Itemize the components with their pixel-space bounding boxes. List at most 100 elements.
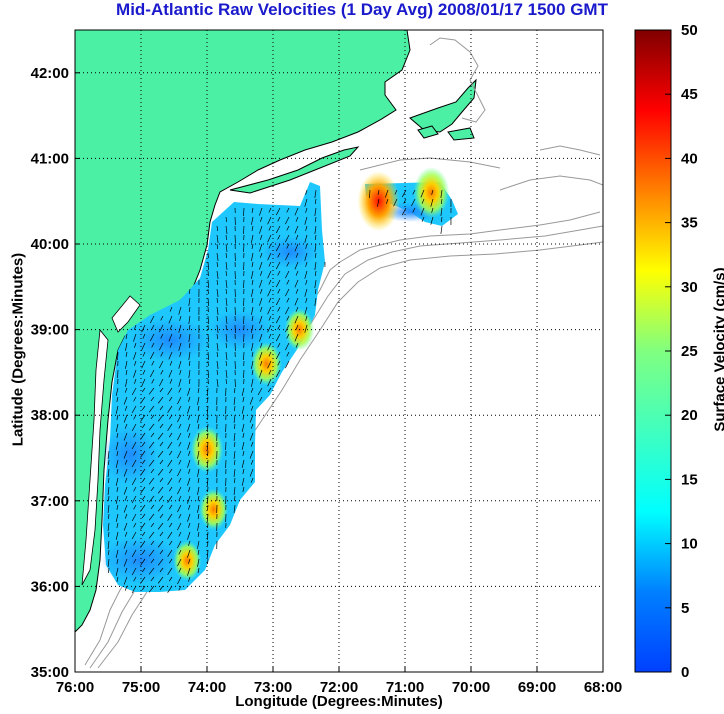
velocity-arrow bbox=[107, 486, 110, 495]
velocity-arrow bbox=[259, 279, 263, 288]
velocity-arrow bbox=[160, 333, 164, 339]
velocity-arrow bbox=[167, 531, 173, 539]
velocity-arrow bbox=[141, 342, 146, 351]
velocity-arrow bbox=[314, 270, 317, 276]
y-tick-label: 38:00 bbox=[31, 407, 69, 424]
velocity-arrow bbox=[123, 432, 128, 441]
velocity-arrow bbox=[160, 315, 164, 321]
velocity-arrow bbox=[207, 261, 210, 271]
velocity-arrow bbox=[157, 504, 164, 512]
x-tick-label: 70:00 bbox=[452, 679, 490, 696]
velocity-arrow bbox=[225, 279, 228, 288]
velocity-arrow bbox=[107, 450, 110, 459]
velocity-arrow bbox=[178, 342, 182, 351]
velocity-arrow bbox=[233, 414, 236, 423]
velocity-arrow bbox=[149, 315, 155, 324]
velocity-arrow bbox=[107, 504, 110, 513]
velocity-arrow bbox=[115, 513, 119, 522]
velocity-arrow bbox=[225, 216, 227, 223]
velocity-arrow bbox=[285, 252, 290, 261]
colorbar-tick-label: 35 bbox=[681, 215, 698, 232]
velocity-arrow bbox=[260, 378, 263, 384]
velocity-arrow bbox=[225, 225, 228, 234]
y-tick-label: 41:00 bbox=[31, 150, 69, 167]
velocity-arrow bbox=[150, 468, 155, 474]
velocity-arrow bbox=[168, 333, 173, 342]
velocity-arrow bbox=[260, 252, 263, 258]
colorbar-label: Surface Velocity (cm/s) bbox=[711, 267, 724, 432]
velocity-arrow bbox=[249, 468, 254, 477]
velocity-arrow bbox=[420, 207, 425, 216]
velocity-arrow bbox=[133, 504, 137, 510]
velocity-arrow bbox=[295, 306, 299, 312]
velocity-arrow bbox=[197, 477, 200, 483]
velocity-arrow bbox=[157, 486, 164, 494]
velocity-arrow bbox=[150, 576, 155, 582]
velocity-arrow bbox=[314, 261, 317, 270]
velocity-arrow bbox=[267, 342, 272, 351]
velocity-arrow bbox=[177, 468, 182, 477]
colorbar-tick-label: 25 bbox=[681, 343, 698, 360]
velocity-arrow bbox=[250, 387, 254, 393]
velocity-arrow bbox=[159, 360, 164, 369]
velocity-arrow bbox=[116, 576, 119, 582]
colorbar-tick-label: 40 bbox=[681, 150, 698, 167]
velocity-arrow bbox=[131, 513, 137, 522]
velocity-arrow bbox=[168, 315, 173, 324]
velocity-arrow bbox=[177, 396, 182, 405]
velocity-arrow bbox=[305, 243, 308, 249]
velocity-arrow bbox=[377, 198, 380, 207]
velocity-arrow bbox=[314, 234, 317, 240]
velocity-arrow bbox=[131, 441, 137, 450]
velocity-arrow bbox=[277, 288, 281, 294]
velocity-arrow bbox=[225, 351, 228, 360]
velocity-arrow bbox=[133, 558, 137, 564]
velocity-arrow bbox=[251, 333, 254, 339]
velocity-arrow bbox=[133, 333, 137, 342]
velocity-arrow bbox=[294, 225, 299, 234]
velocity-arrow bbox=[275, 333, 281, 342]
velocity-arrow bbox=[187, 567, 191, 576]
velocity-arrow bbox=[207, 333, 210, 343]
velocity-arrow bbox=[188, 315, 191, 324]
velocity-arrow bbox=[150, 486, 155, 492]
velocity-arrow bbox=[207, 297, 210, 307]
velocity-arrow bbox=[168, 576, 173, 582]
velocity-arrow bbox=[216, 324, 219, 333]
velocity-arrow bbox=[401, 189, 407, 198]
velocity-arrow bbox=[108, 495, 110, 502]
velocity-arrow bbox=[294, 315, 299, 324]
colorbar-tick-label: 15 bbox=[681, 471, 698, 488]
velocity-arrow bbox=[178, 495, 182, 501]
velocity-arrow bbox=[401, 207, 407, 216]
velocity-arrow bbox=[133, 576, 137, 582]
velocity-arrow bbox=[260, 306, 263, 312]
velocity-arrow bbox=[148, 459, 155, 467]
velocity-arrow bbox=[305, 189, 308, 195]
velocity-arrow bbox=[133, 450, 137, 456]
velocity-arrow bbox=[225, 261, 228, 270]
velocity-arrow bbox=[250, 423, 254, 429]
velocity-arrow bbox=[178, 324, 182, 333]
velocity-arrow bbox=[141, 459, 146, 465]
velocity-arrow bbox=[116, 540, 119, 546]
velocity-arrow bbox=[124, 513, 128, 519]
velocity-arrow bbox=[249, 450, 254, 459]
velocity-arrow bbox=[125, 342, 128, 351]
velocity-arrow bbox=[251, 234, 254, 243]
velocity-arrow bbox=[123, 540, 128, 549]
velocity-arrow bbox=[150, 540, 155, 546]
velocity-arrow bbox=[177, 576, 182, 585]
colorbar-tick-label: 10 bbox=[681, 536, 698, 553]
velocity-arrow bbox=[131, 531, 137, 540]
velocity-arrow bbox=[295, 270, 299, 276]
land-mass bbox=[75, 30, 411, 633]
velocity-arrow bbox=[177, 558, 182, 567]
velocity-arrow bbox=[116, 522, 119, 528]
velocity-arrow bbox=[268, 315, 272, 321]
velocity-arrow bbox=[440, 198, 443, 204]
velocity-arrow bbox=[124, 387, 128, 393]
velocity-arrow bbox=[440, 207, 443, 216]
velocity-arrow bbox=[259, 369, 263, 378]
velocity-arrow bbox=[197, 450, 200, 459]
